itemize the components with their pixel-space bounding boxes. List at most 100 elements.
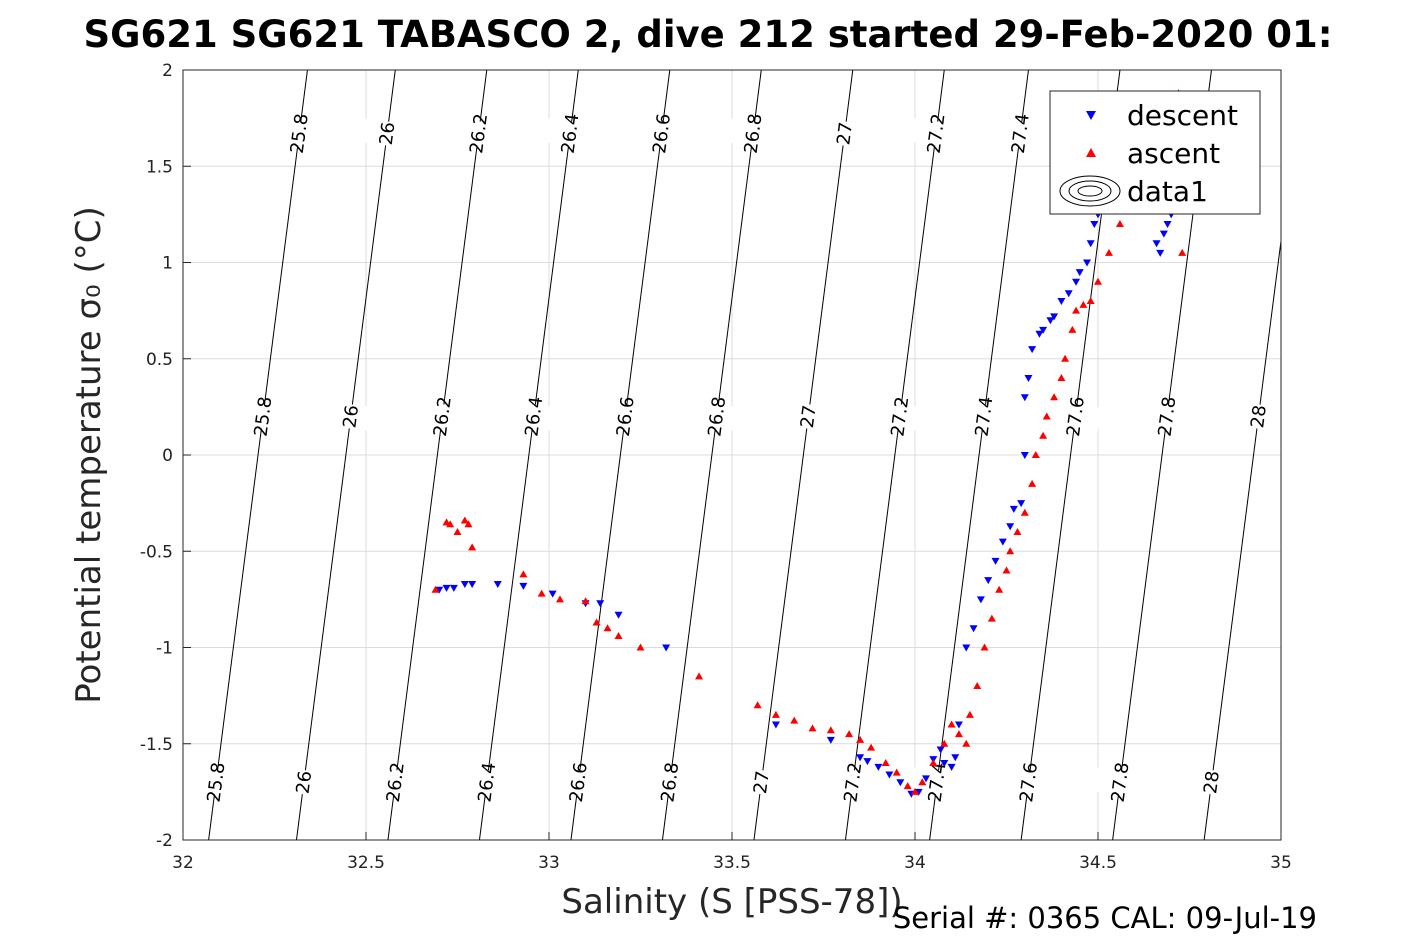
ascent-point xyxy=(453,528,462,535)
ascent-point xyxy=(918,778,927,786)
ascent-point xyxy=(867,743,876,751)
ascent-point xyxy=(1104,248,1113,256)
contour-label-bg xyxy=(599,401,651,432)
contour-label-bg xyxy=(361,118,413,149)
descent-point xyxy=(460,580,469,588)
y-tick-label: -2 xyxy=(156,831,173,851)
contour-label: 27 xyxy=(750,770,774,795)
contour-label-bg xyxy=(237,401,289,432)
descent-point xyxy=(1020,452,1029,459)
contour-label: 26.2 xyxy=(383,761,409,803)
ascent-point xyxy=(1068,325,1077,333)
contour-label-bg xyxy=(874,401,926,432)
descent-point xyxy=(885,771,894,779)
ascent-point xyxy=(1006,547,1015,555)
descent-series xyxy=(435,201,1179,798)
descent-point xyxy=(1028,346,1037,354)
contour-label: 27.8 xyxy=(1108,761,1134,803)
descent-point xyxy=(914,788,923,796)
serial-cal-footer: Serial #: 0365 CAL: 09-Jul-19 xyxy=(893,901,1317,935)
contour-label: 26.6 xyxy=(649,112,675,154)
descent-point xyxy=(951,754,960,762)
ascent-point xyxy=(1061,354,1070,362)
density-contour-line xyxy=(753,69,854,841)
contour-label: 27.2 xyxy=(840,761,866,803)
density-contour-line xyxy=(387,69,488,841)
ascent-point xyxy=(965,710,974,718)
y-tick-label: 0 xyxy=(162,446,173,466)
density-contour-line xyxy=(478,69,579,841)
x-tick-label: 34.5 xyxy=(1079,853,1117,873)
ascent-point xyxy=(1031,451,1040,458)
descent-point xyxy=(940,760,949,767)
ascent-point xyxy=(555,595,564,603)
contour-label-bg xyxy=(1186,767,1237,798)
contour-label-bg xyxy=(1141,401,1193,432)
contour-label-bg xyxy=(958,401,1010,432)
ascent-point xyxy=(1072,306,1081,314)
contour-label: 27.2 xyxy=(924,112,950,154)
legend: descent ascent data1 xyxy=(1049,90,1261,215)
density-contour-line xyxy=(1203,241,1282,841)
contour-label: 26.8 xyxy=(704,395,730,437)
ascent-point xyxy=(973,682,982,689)
contour-label-bg xyxy=(508,401,560,432)
contour-label-bg xyxy=(325,401,377,432)
density-contour-line xyxy=(929,69,1029,841)
ascent-point xyxy=(954,730,963,738)
contour-label: 28 xyxy=(1200,770,1224,795)
ascent-point xyxy=(636,643,645,651)
y-tick-label: 1 xyxy=(162,254,173,274)
descent-point xyxy=(519,582,528,590)
ascent-point xyxy=(771,710,780,718)
descent-point xyxy=(493,580,502,588)
descent-point xyxy=(1039,326,1048,334)
descent-point xyxy=(998,538,1007,546)
contour-label: 26.4 xyxy=(521,395,547,437)
descent-point xyxy=(1057,298,1066,305)
contour-label-bg xyxy=(370,767,421,798)
legend-box xyxy=(1049,90,1261,215)
descent-point xyxy=(1156,249,1165,257)
legend-data1-label: data1 xyxy=(1127,175,1208,208)
contour-label-bg xyxy=(1094,767,1146,798)
ascent-point xyxy=(1042,412,1051,420)
descent-point xyxy=(1163,221,1172,228)
descent-point xyxy=(1035,330,1044,338)
descent-point xyxy=(874,763,883,771)
chart-title: SG621 SG621 TABASCO 2, dive 212 started … xyxy=(83,13,1332,56)
ascent-point xyxy=(614,631,623,639)
descent-point xyxy=(1090,221,1099,228)
ascent-point xyxy=(929,759,938,766)
contour-label-bg xyxy=(1233,401,1284,432)
descent-point xyxy=(976,596,985,604)
contour-label: 27.4 xyxy=(925,761,951,803)
contour-label-bg xyxy=(461,767,513,798)
contour-label: 26 xyxy=(339,404,363,429)
y-tick-label: 0.5 xyxy=(146,350,173,370)
ascent-point xyxy=(881,759,890,766)
contour-label: 27 xyxy=(797,404,821,429)
y-axis-label: Potential temperature σ₀ (°C) xyxy=(69,206,109,704)
descent-point xyxy=(936,746,945,754)
contour-label-bg xyxy=(819,118,870,149)
density-contour-line xyxy=(844,69,945,841)
contour-label: 25.8 xyxy=(204,761,230,803)
ascent-point xyxy=(790,716,799,724)
contour-label: 26.2 xyxy=(466,112,492,154)
descent-point xyxy=(449,584,458,592)
descent-point xyxy=(1152,240,1161,248)
contour-label: 27.4 xyxy=(972,395,998,437)
ascent-point xyxy=(1039,431,1048,439)
contour-label: 26.6 xyxy=(566,761,592,803)
ascent-point xyxy=(1050,393,1059,401)
density-contour-line xyxy=(295,69,396,841)
x-tick-label: 32 xyxy=(172,853,194,873)
legend-ascent-label: ascent xyxy=(1127,137,1220,170)
descent-point xyxy=(947,763,956,771)
descent-point xyxy=(1006,523,1015,531)
descent-point xyxy=(1009,505,1018,513)
contour-label-bg xyxy=(736,767,787,798)
ascent-point xyxy=(1178,248,1187,256)
ascent-point xyxy=(753,701,762,709)
